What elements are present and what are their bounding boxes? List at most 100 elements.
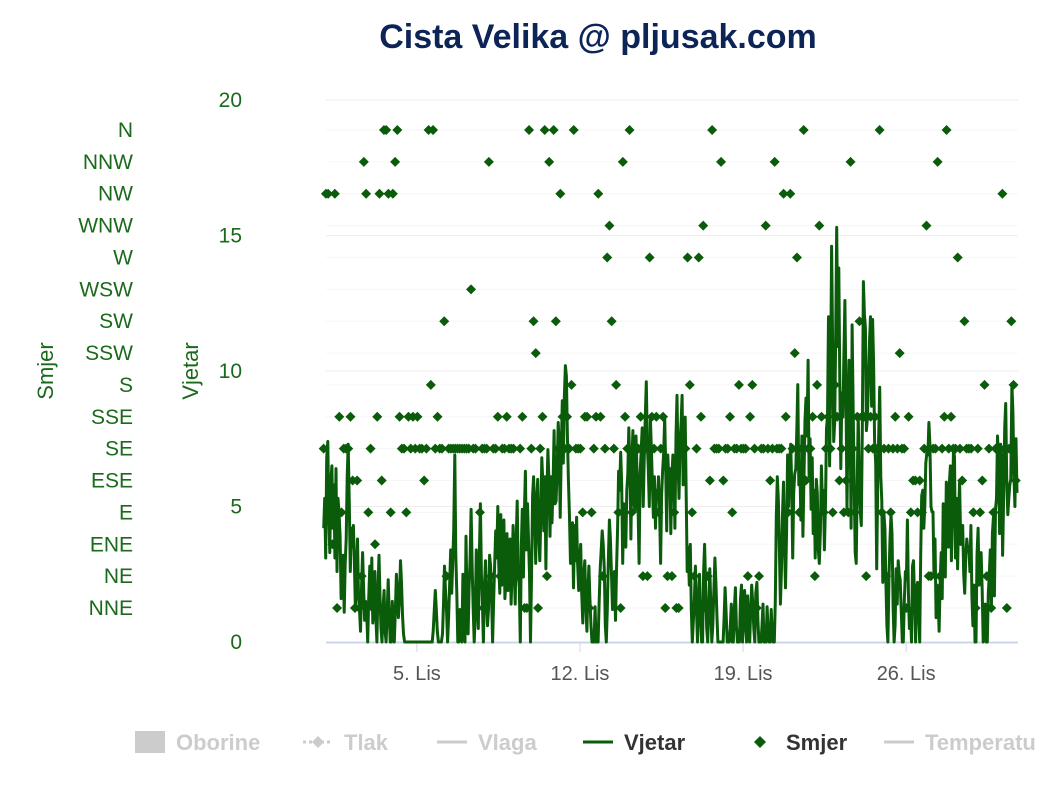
data-point-smjer — [707, 125, 718, 135]
data-point-smjer — [323, 188, 334, 199]
y-tick-label-smjer: NE — [104, 565, 133, 588]
data-point-smjer — [655, 443, 666, 454]
data-point-smjer — [836, 443, 847, 454]
data-point-smjer — [528, 316, 539, 327]
data-point-smjer — [733, 379, 744, 390]
data-point-smjer — [698, 220, 709, 231]
data-point-smjer — [495, 571, 506, 582]
data-point-smjer — [666, 571, 677, 582]
data-point-smjer — [577, 507, 588, 518]
data-point-smjer — [617, 156, 628, 167]
data-point-smjer — [345, 411, 356, 422]
legend-item-vjetar[interactable]: Vjetar — [583, 730, 686, 755]
legend-item-temperatu[interactable]: Temperatu — [884, 730, 1036, 755]
data-point-smjer — [412, 411, 423, 422]
data-point-smjer — [798, 125, 809, 135]
data-point-smjer — [575, 443, 586, 454]
data-point-smjer — [566, 379, 577, 390]
data-point-smjer — [367, 603, 378, 613]
legend-item-smjer[interactable]: Smjer — [754, 730, 848, 755]
data-point-smjer — [959, 316, 970, 327]
data-point-smjer — [818, 507, 829, 518]
data-point-smjer — [653, 507, 664, 518]
data-point-smjer — [718, 475, 729, 486]
data-point-smjer — [778, 188, 789, 199]
data-point-smjer — [966, 443, 977, 454]
data-point-smjer — [521, 603, 532, 613]
data-point-smjer — [363, 507, 374, 518]
data-point-smjer — [724, 411, 735, 422]
data-point-smjer — [796, 443, 807, 454]
y-tick-label-smjer: S — [119, 374, 133, 397]
data-point-smjer — [843, 507, 854, 518]
data-point-smjer — [791, 252, 802, 263]
y-axis-smjer: NNE NE ENE E ESE SE SSE S SSW SW WSW W WNW NW NNW N — [78, 119, 133, 620]
data-point-smjer — [633, 443, 644, 454]
data-point-smjer — [704, 475, 715, 486]
data-point-smjer — [932, 156, 943, 167]
y-tick-label-smjer: N — [118, 119, 133, 142]
data-point-smjer — [622, 443, 633, 454]
data-point-smjer — [713, 443, 724, 454]
x-axis: 5. Lis 12. Lis 19. Lis 26. Lis — [326, 641, 1018, 685]
data-point-smjer — [727, 507, 738, 518]
data-point-smjer — [532, 603, 543, 613]
x-tick-label: 19. Lis — [714, 663, 773, 685]
data-point-smjer — [539, 125, 550, 135]
data-point-smjer — [553, 443, 564, 454]
data-point-smjer — [374, 188, 385, 199]
data-point-smjer — [722, 443, 733, 454]
data-point-smjer — [979, 379, 990, 390]
data-point-smjer — [658, 411, 669, 422]
data-point-smjer — [814, 220, 825, 231]
legend-label: Temperatu — [925, 730, 1036, 755]
data-point-smjer — [1001, 603, 1012, 613]
legend-label: Oborine — [176, 730, 260, 755]
data-point-smjer — [318, 443, 329, 454]
data-point-smjer — [816, 411, 827, 422]
data-point-smjer — [827, 507, 838, 518]
data-point-smjer — [981, 571, 992, 582]
legend-item-vlaga[interactable]: Vlaga — [437, 730, 537, 755]
data-point-smjer — [419, 475, 430, 486]
data-point-smjer — [588, 443, 599, 454]
data-point-smjer — [1008, 379, 1019, 390]
data-point-smjer — [1004, 443, 1015, 454]
data-point-smjer — [903, 411, 914, 422]
legend-item-oborine[interactable]: Oborine — [135, 730, 260, 755]
legend: Oborine Tlak Vlaga Vjetar Smjer Temperatu — [135, 730, 1036, 755]
data-point-smjer — [684, 379, 695, 390]
data-point-smjer — [742, 571, 753, 582]
data-point-smjer — [376, 475, 387, 486]
data-point-smjer — [689, 571, 700, 582]
data-point-smjer — [952, 252, 963, 263]
data-point-smjer — [474, 507, 485, 518]
data-point-smjer — [687, 507, 698, 518]
legend-item-tlak[interactable]: Tlak — [303, 730, 389, 755]
data-point-smjer — [611, 379, 622, 390]
data-point-smjer — [334, 411, 345, 422]
data-point-smjer — [850, 507, 861, 518]
data-point-smjer — [390, 156, 401, 167]
data-point-smjer — [624, 125, 635, 135]
data-point-smjer — [501, 411, 512, 422]
data-point-smjer — [975, 507, 986, 518]
data-point-smjer — [769, 156, 780, 167]
data-point-smjer — [562, 411, 573, 422]
data-point-smjer — [555, 188, 566, 199]
legend-symbol-diamond — [754, 736, 766, 748]
legend-label: Smjer — [786, 730, 848, 755]
y-tick-label-vjetar: 5 — [230, 496, 242, 519]
data-point-smjer — [613, 507, 624, 518]
data-point-smjer — [387, 188, 398, 199]
legend-symbol-box — [135, 731, 165, 753]
series-smjer — [318, 125, 1021, 613]
data-point-smjer — [937, 443, 948, 454]
data-point-smjer — [548, 125, 559, 135]
data-point-smjer — [394, 411, 405, 422]
data-point-smjer — [343, 443, 354, 454]
data-point-smjer — [870, 411, 881, 422]
data-point-smjer — [787, 443, 798, 454]
data-point-smjer — [481, 443, 492, 454]
data-point-smjer — [595, 411, 606, 422]
